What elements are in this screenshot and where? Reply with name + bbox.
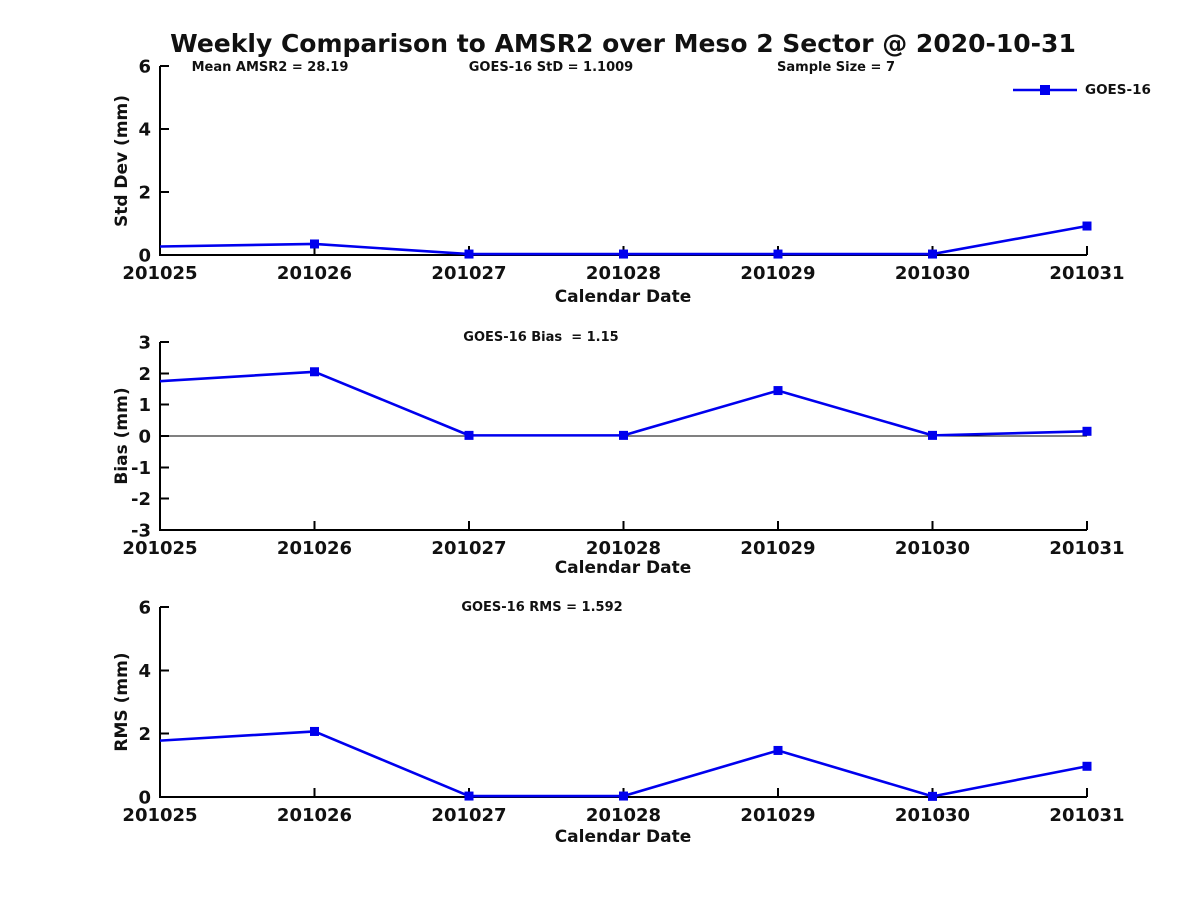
bias-x-tick-label: 201031 [1049,538,1124,559]
y-axis-label-bias: Bias (mm) [112,387,132,485]
std-dev-y-tick-label: 2 [138,183,151,204]
rms-x-tick-label: 201026 [277,805,352,826]
bias-y-tick-label: -3 [131,521,151,542]
legend: GOES-16 [1012,82,1151,98]
std-dev-marker [619,249,628,259]
legend-line-icon [1013,85,1077,95]
x-axis-label-calendar-date: Calendar Date [554,827,692,847]
bias-x-tick-label: 201025 [122,538,197,559]
rms-marker [928,791,937,801]
y-axis-label-rms: RMS (mm) [112,652,132,752]
rms-x-tick-label: 201028 [586,805,661,826]
bias-axes [159,341,1088,531]
annotation-goes16-std: GOES-16 StD = 1.1009 [468,60,634,75]
std-dev-x-tick-label: 201025 [122,263,197,284]
figure-title: Weekly Comparison to AMSR2 over Meso 2 S… [170,29,1076,58]
bias-y-tick-label: 2 [138,364,151,385]
rms-line-series [159,730,1088,798]
std-dev-y-tick-label: 0 [138,246,151,267]
rms-marker [773,745,783,755]
x-axis-label-calendar-date: Calendar Date [554,287,692,307]
rms-marker [619,791,628,801]
rms-marker [464,791,474,801]
std-dev-x-tick-label: 201029 [740,263,815,284]
bias-marker [928,430,937,440]
bias-y-tick-label: -2 [131,489,151,510]
rms-markers [310,726,1092,801]
std-dev-x-tick-label: 201027 [431,263,506,284]
bias-y-tick-label: 3 [138,333,151,354]
rms-y-tick-label: 0 [138,788,151,809]
bias-line-series [159,370,1088,437]
rms-marker [310,726,319,736]
rms-y-tick-label: 4 [138,661,151,682]
std-dev-marker [1082,221,1092,231]
rms-axes [159,606,1088,798]
std-dev-marker [310,239,319,249]
bias-marker [310,367,319,377]
rms-y-tick-label: 6 [138,598,151,619]
bias-y-tick-label: 1 [138,395,151,416]
bias-markers [310,367,1092,440]
std-dev-marker [928,249,937,259]
legend-label: GOES-16 [1085,82,1151,98]
annotation-mean-amsr2: Mean AMSR2 = 28.19 [191,60,349,75]
std-dev-subplot: 0 2 4 6 201025 201026 201027 201028 201029 201030… [122,57,1124,285]
bias-x-tick-label: 201026 [277,538,352,559]
bias-marker [1082,426,1092,436]
bias-marker [619,430,628,440]
rms-subplot: 0 2 4 6 201025 201026 201027 201028 201029 201030… [122,598,1124,827]
bias-subplot: -3 -2 -1 0 1 2 3 201025 201026 201027 201028 201029… [122,333,1124,560]
bias-y-tick-label: 0 [138,427,151,448]
std-dev-axes [159,65,1088,256]
annotation-sample-size: Sample Size = 7 [777,60,895,75]
std-dev-x-tick-label: 201026 [277,263,352,284]
rms-x-tick-label: 201029 [740,805,815,826]
annotation-goes16-rms: GOES-16 RMS = 1.592 [461,600,623,615]
y-axis-label-std-dev: Std Dev (mm) [112,94,132,228]
rms-x-tick-label: 201031 [1049,805,1124,826]
rms-marker [1082,761,1092,771]
bias-y-tick-label: -1 [131,458,151,479]
std-dev-marker [773,249,783,259]
bias-x-tick-label: 201029 [740,538,815,559]
bias-x-tick-label: 201028 [586,538,661,559]
annotation-goes16-bias: GOES-16 Bias = 1.15 [463,330,619,345]
rms-x-tick-label: 201025 [122,805,197,826]
std-dev-markers [310,221,1092,259]
std-dev-y-tick-label: 4 [138,120,151,141]
rms-y-tick-label: 2 [138,724,151,745]
std-dev-x-tick-label: 201031 [1049,263,1124,284]
bias-marker [464,430,474,440]
std-dev-x-tick-label: 201028 [586,263,661,284]
bias-x-tick-label: 201027 [431,538,506,559]
rms-x-tick-label: 201030 [895,805,970,826]
rms-x-tick-label: 201027 [431,805,506,826]
bias-marker [773,386,783,396]
x-axis-label-calendar-date: Calendar Date [554,558,692,578]
std-dev-x-tick-label: 201030 [895,263,970,284]
std-dev-marker [464,249,474,259]
bias-x-tick-label: 201030 [895,538,970,559]
std-dev-y-tick-label: 6 [138,57,151,78]
